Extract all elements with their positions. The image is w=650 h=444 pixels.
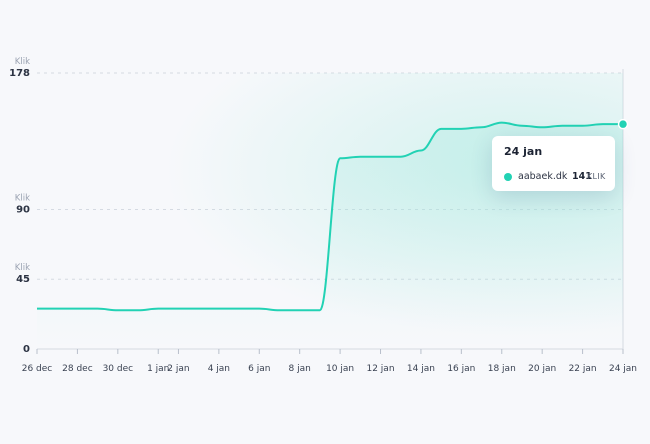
x-tick-label: 14 jan [407,364,435,374]
x-tick-label: 12 jan [366,364,394,374]
x-tick-label: 1 jan [147,364,169,374]
x-tick-label: 30 dec [103,364,134,374]
x-tick-label: 26 dec [22,364,53,374]
y-tick-label: 45 [16,274,30,285]
y-tick-caption: Klik [15,263,30,273]
line-layer [36,118,629,312]
x-tick-label: 16 jan [447,364,475,374]
area-layer [37,73,623,349]
x-tick-label: 28 dec [62,364,93,374]
tooltip-date: 24 jan [504,145,543,158]
y-tick-label: 90 [16,204,30,215]
x-tick-label: 24 jan [609,364,637,374]
y-tick-label: 178 [9,68,30,79]
series-color-dot [504,173,512,181]
x-tick-label: 20 jan [528,364,556,374]
x-tick-label: 22 jan [569,364,597,374]
x-tick-label: 6 jan [248,364,270,374]
x-tick-label: 18 jan [488,364,516,374]
x-tick-label: 4 jan [208,364,230,374]
series-line [36,121,623,312]
y-tick-label: 0 [23,344,30,355]
tooltip-value: 141 [572,171,592,182]
y-tick-caption: Klik [15,57,30,67]
x-tick-label: 8 jan [289,364,311,374]
x-tick-label: 2 jan [167,364,189,374]
tooltip-unit: KLIK [587,172,606,181]
y-tick-caption: Klik [15,193,30,203]
x-tick-label: 10 jan [326,364,354,374]
tooltip: 24 jan aabaek.dk 141 KLIK [492,136,615,191]
hover-point[interactable] [617,118,629,130]
tooltip-series-name: aabaek.dk [518,171,568,182]
